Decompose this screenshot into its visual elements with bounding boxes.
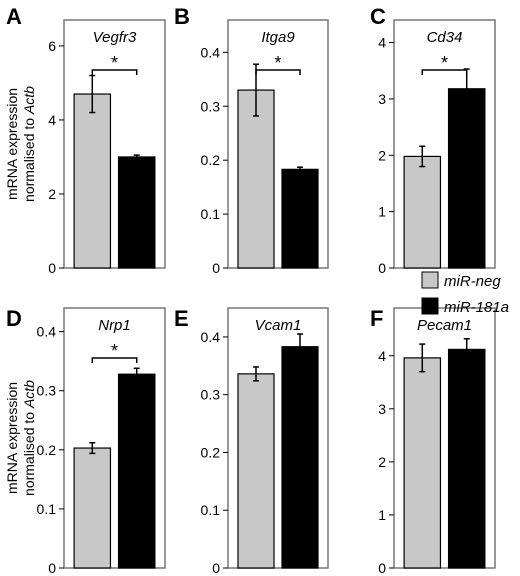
significance-bracket (255, 69, 301, 75)
y-tick-label: 6 (48, 38, 56, 54)
y-tick-label: 3 (378, 401, 386, 417)
y-tick-label: 0.2 (37, 442, 57, 458)
legend: miR-neg miR-181a (421, 271, 509, 316)
bar-miR-neg (403, 357, 442, 569)
significance-star: * (111, 341, 118, 361)
y-axis-label-line1: mRNA expression (4, 88, 20, 200)
y-tick-label: 0 (212, 560, 220, 576)
significance-star: * (111, 53, 118, 73)
plot-frame (227, 307, 329, 569)
y-tick-label: 0.1 (201, 502, 221, 518)
y-tick-label: 0.1 (37, 501, 57, 517)
y-tick-label: 0.3 (201, 387, 221, 403)
y-tick-label: 2 (48, 186, 56, 202)
y-tick-label: 1 (378, 204, 386, 220)
bar-miR-neg (73, 447, 112, 569)
y-tick-label: 0.4 (201, 329, 221, 345)
legend-swatch-miR-neg (421, 271, 439, 289)
y-tick-label: 1 (378, 507, 386, 523)
panel-D: D Nrp1 0 0.1 0.2 0.3 0.4 * mRNA expression normal… (4, 306, 166, 576)
panel-B: B Itga9 0 0.1 0.2 0.3 0.4 * (174, 4, 329, 276)
gene-title: Pecam1 (417, 317, 472, 334)
y-axis-label-gene: Actb (21, 86, 37, 115)
bar-miR-neg (403, 155, 442, 269)
y-tick-label: 0 (378, 260, 386, 276)
gene-title: Itga9 (261, 29, 295, 46)
gene-title: Nrp1 (98, 317, 131, 334)
panel-letter: E (174, 306, 189, 331)
y-tick-label: 0.3 (201, 98, 221, 114)
gene-title: Cd34 (427, 29, 463, 46)
legend-label-miR-181a: miR-181a (444, 299, 509, 316)
panel-letter: A (6, 4, 22, 29)
plot-frame (393, 19, 496, 269)
y-tick-label: 4 (378, 35, 386, 51)
y-tick-label: 0.2 (201, 152, 221, 168)
y-tick-label: 0.2 (201, 444, 221, 460)
y-tick-label: 0.4 (201, 44, 221, 60)
plot-frame (63, 307, 166, 569)
y-axis-label-line2: normalised to Actb (21, 380, 37, 496)
y-tick-label: 0.3 (37, 383, 57, 399)
plot-frame (393, 307, 496, 569)
y-tick-label: 2 (378, 454, 386, 470)
bar-miR-181a (117, 373, 156, 569)
y-tick-label: 0.1 (201, 206, 221, 222)
y-axis-label-prefix: normalised to (21, 408, 37, 496)
significance-bracket (91, 357, 138, 363)
significance-star: * (274, 53, 281, 73)
significance-bracket (91, 69, 138, 75)
y-tick-label: 0 (48, 260, 56, 276)
bar-miR-181a (447, 348, 486, 569)
gene-title: Vcam1 (255, 317, 302, 334)
bar-miR-neg (73, 93, 112, 269)
panel-letter: C (370, 4, 386, 29)
y-tick-label: 0 (212, 260, 220, 276)
panel-letter: B (174, 4, 190, 29)
panel-E: E Vcam1 0 0.1 0.2 0.3 0.4 (174, 306, 329, 576)
bar-miR-181a (281, 168, 319, 269)
panel-letter: D (6, 306, 22, 331)
panel-F: F Pecam1 0 1 2 3 4 (370, 306, 496, 576)
bar-miR-181a (281, 346, 319, 569)
y-tick-label: 0.4 (37, 324, 57, 340)
panel-A: A Vegfr3 0 2 4 6 * mRNA expression normalised to… (4, 4, 166, 276)
panel-C: C Cd34 0 1 2 3 4 * (370, 4, 496, 276)
bar-miR-neg (237, 373, 275, 569)
y-tick-label: 0 (378, 560, 386, 576)
y-axis-label-line1: mRNA expression (4, 382, 20, 494)
plot-frame (227, 19, 329, 269)
y-tick-label: 3 (378, 91, 386, 107)
legend-label-miR-neg: miR-neg (444, 273, 501, 290)
significance-star: * (441, 53, 448, 73)
legend-swatch-miR-181a (421, 297, 439, 315)
gene-title: Vegfr3 (93, 29, 137, 46)
panel-letter: F (370, 306, 383, 331)
y-axis-label-prefix: normalised to (21, 114, 37, 202)
bar-miR-181a (447, 88, 486, 269)
y-axis-label-gene: Actb (21, 380, 37, 409)
bar-miR-neg (237, 89, 275, 269)
y-tick-label: 4 (378, 348, 386, 364)
plot-frame (63, 19, 166, 269)
significance-bracket (421, 69, 468, 75)
y-tick-label: 4 (48, 112, 56, 128)
y-tick-label: 0 (48, 560, 56, 576)
y-tick-label: 2 (378, 147, 386, 163)
bar-miR-181a (117, 156, 156, 269)
y-axis-label-line2: normalised to Actb (21, 86, 37, 202)
